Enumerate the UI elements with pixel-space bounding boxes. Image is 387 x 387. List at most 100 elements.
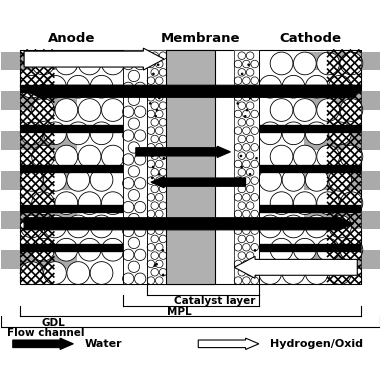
Circle shape	[247, 85, 254, 93]
Circle shape	[128, 94, 140, 106]
Circle shape	[156, 243, 163, 251]
Circle shape	[155, 263, 158, 265]
Circle shape	[21, 262, 43, 284]
Circle shape	[44, 75, 66, 98]
Circle shape	[238, 185, 246, 193]
Circle shape	[243, 210, 250, 218]
Circle shape	[340, 99, 363, 122]
Circle shape	[159, 269, 167, 276]
Circle shape	[259, 262, 282, 284]
Circle shape	[282, 215, 305, 238]
Bar	[304, 171, 380, 190]
Circle shape	[234, 210, 242, 218]
Circle shape	[251, 260, 259, 268]
Circle shape	[247, 52, 254, 60]
Circle shape	[340, 192, 363, 214]
Circle shape	[251, 60, 259, 68]
Circle shape	[282, 122, 305, 145]
Circle shape	[147, 127, 155, 134]
Circle shape	[243, 110, 250, 118]
Circle shape	[147, 110, 155, 118]
Circle shape	[259, 168, 282, 191]
Circle shape	[158, 173, 161, 176]
Circle shape	[134, 130, 146, 141]
Circle shape	[78, 238, 101, 261]
Circle shape	[305, 75, 328, 98]
Circle shape	[21, 168, 43, 191]
Bar	[304, 91, 380, 110]
Circle shape	[340, 238, 363, 261]
Text: Cathode: Cathode	[279, 32, 341, 45]
Circle shape	[147, 60, 155, 68]
Text: GDL: GDL	[41, 318, 65, 328]
Circle shape	[282, 75, 305, 98]
FancyArrow shape	[24, 216, 353, 232]
Circle shape	[238, 102, 246, 110]
Text: Membrane: Membrane	[160, 32, 240, 45]
Circle shape	[293, 192, 316, 214]
Circle shape	[147, 210, 155, 218]
Circle shape	[329, 75, 351, 98]
Circle shape	[243, 194, 250, 201]
Circle shape	[234, 194, 242, 201]
Circle shape	[238, 85, 246, 93]
Circle shape	[159, 202, 167, 209]
Circle shape	[32, 99, 55, 122]
Circle shape	[293, 99, 316, 122]
Circle shape	[329, 122, 351, 145]
Circle shape	[67, 168, 90, 191]
Circle shape	[134, 58, 146, 70]
Circle shape	[255, 157, 258, 159]
Circle shape	[90, 122, 113, 145]
Circle shape	[151, 68, 159, 76]
Circle shape	[159, 102, 167, 110]
Circle shape	[151, 102, 159, 110]
Circle shape	[156, 277, 163, 284]
Circle shape	[234, 243, 242, 251]
Circle shape	[161, 249, 164, 252]
Circle shape	[234, 277, 242, 284]
Bar	[2, 250, 77, 269]
Circle shape	[270, 145, 293, 168]
Circle shape	[238, 252, 246, 259]
Circle shape	[238, 68, 246, 76]
Circle shape	[251, 227, 259, 235]
Circle shape	[243, 60, 250, 68]
Circle shape	[243, 277, 250, 284]
Circle shape	[151, 235, 159, 243]
Text: Hydrogen/Oxid: Hydrogen/Oxid	[270, 339, 363, 349]
Circle shape	[151, 185, 159, 193]
Circle shape	[134, 249, 146, 260]
Circle shape	[157, 63, 159, 66]
Circle shape	[241, 73, 243, 75]
Circle shape	[156, 144, 163, 151]
Circle shape	[123, 225, 134, 237]
Circle shape	[159, 219, 167, 226]
Circle shape	[159, 168, 167, 176]
Circle shape	[151, 52, 159, 60]
Circle shape	[317, 238, 339, 261]
Circle shape	[101, 238, 124, 261]
Circle shape	[159, 185, 167, 193]
Circle shape	[238, 52, 246, 60]
Text: Anode: Anode	[48, 32, 95, 45]
Circle shape	[156, 160, 163, 168]
Circle shape	[293, 145, 316, 168]
Circle shape	[78, 145, 101, 168]
Bar	[2, 171, 77, 190]
Circle shape	[123, 178, 134, 189]
Circle shape	[151, 168, 159, 176]
Circle shape	[156, 194, 163, 201]
Circle shape	[147, 77, 155, 84]
Circle shape	[67, 122, 90, 145]
Circle shape	[152, 73, 155, 75]
Circle shape	[101, 99, 124, 122]
Circle shape	[234, 260, 242, 268]
Circle shape	[78, 52, 101, 75]
Circle shape	[247, 63, 250, 66]
Circle shape	[305, 215, 328, 238]
Circle shape	[156, 210, 163, 218]
Circle shape	[156, 177, 163, 185]
Circle shape	[134, 82, 146, 94]
Circle shape	[159, 235, 167, 243]
